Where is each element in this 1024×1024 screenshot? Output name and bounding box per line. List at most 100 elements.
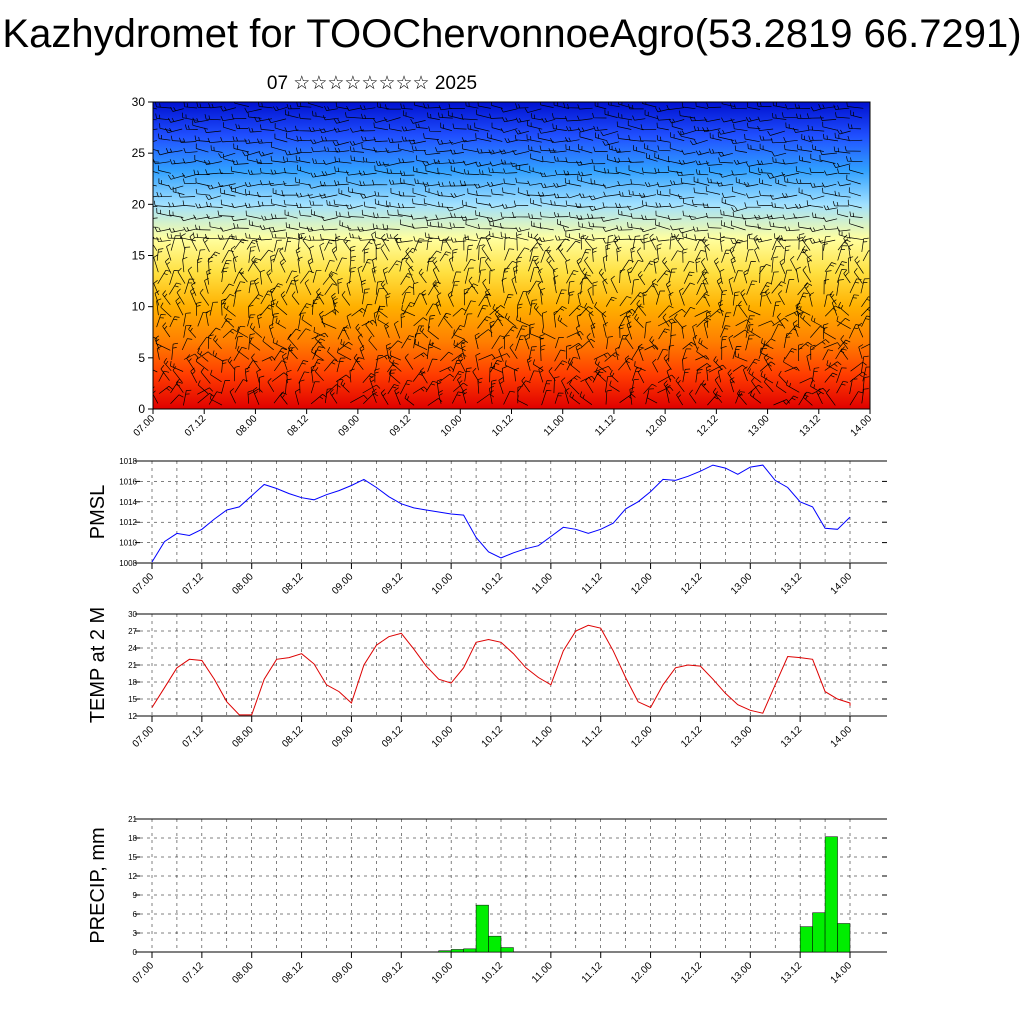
cross-section-x-tick-label: 14.00 — [849, 413, 875, 439]
cross-section-x-tick-label: 09.00 — [337, 413, 363, 439]
cross-section-y-tick-label: 5 — [138, 351, 145, 365]
precip-y-tick-label: 3 — [133, 929, 138, 938]
wind-barbs — [153, 102, 870, 406]
temp-x-tick-label: 08.12 — [280, 724, 306, 750]
temp-x-tick-label: 12.12 — [679, 724, 705, 750]
pmsl-x-tick-label: 12.00 — [629, 571, 655, 597]
precip-x-tick-label: 13.00 — [729, 960, 755, 986]
pmsl-y-tick-label: 1016 — [119, 477, 137, 486]
chart-subtitle: 07 ☆☆☆☆☆☆☆☆ 2025 — [266, 73, 478, 94]
temp-x-tick-label: 11.12 — [580, 724, 605, 749]
pmsl-x-tick-label: 14.00 — [829, 571, 855, 597]
temp-y-tick-label: 27 — [128, 627, 137, 636]
precip-x-tick-label: 07.00 — [131, 960, 157, 986]
cross-section-x-tick-label: 09.12 — [388, 413, 414, 439]
cross-section-y-tick-label: 10 — [132, 300, 146, 314]
pmsl-line — [151, 464, 851, 563]
precip-bar — [837, 923, 851, 953]
temp-x-tick-label: 13.00 — [729, 724, 755, 750]
temp-y-tick-label: 21 — [128, 661, 137, 670]
precip-x-tick-label: 11.00 — [530, 960, 555, 985]
precip-x-tick-label: 10.12 — [480, 960, 506, 986]
precip-y-axis-label: PRECIP, mm — [87, 827, 109, 943]
cross-section-x-tick-label: 11.12 — [593, 413, 618, 438]
precip-x-tick-label: 12.12 — [679, 960, 705, 986]
precip-x-tick-label: 07.12 — [181, 960, 207, 986]
pmsl-x-tick-label: 10.00 — [430, 571, 456, 597]
pmsl-x-tick-label: 10.12 — [480, 571, 506, 597]
temp-y-axis-label: TEMP at 2 M — [87, 607, 109, 723]
temp-x-tick-label: 13.12 — [779, 724, 805, 750]
precip-bar — [824, 836, 838, 953]
cross-section-x-tick-label: 12.12 — [695, 413, 721, 439]
pmsl-x-tick-label: 13.00 — [729, 571, 755, 597]
pmsl-x-tick-label: 12.12 — [679, 571, 705, 597]
temp-y-tick-label: 30 — [128, 610, 137, 619]
cross-section-x-tick-label: 13.12 — [797, 413, 823, 439]
pmsl-x-tick-label: 11.00 — [530, 571, 555, 596]
precip-y-tick-label: 18 — [128, 834, 137, 843]
precip-x-tick-label: 09.12 — [380, 960, 406, 986]
precip-x-tick-label: 12.00 — [629, 960, 655, 986]
cross-section-x-tick-label: 08.00 — [234, 413, 260, 439]
precip-bar — [488, 935, 502, 953]
temp-y-tick-label: 15 — [128, 695, 137, 704]
precip-bar — [500, 947, 514, 953]
temp-x-tick-label: 07.12 — [181, 724, 207, 750]
temp-x-tick-label: 07.00 — [131, 724, 157, 750]
temp-x-tick-label: 14.00 — [829, 724, 855, 750]
cross-section-y-tick-label: 15 — [132, 249, 146, 263]
pmsl-x-tick-label: 07.00 — [131, 571, 157, 597]
pmsl-y-tick-label: 1010 — [119, 539, 137, 548]
temp-x-tick-label: 09.00 — [330, 724, 356, 750]
pmsl-y-tick-label: 1012 — [119, 518, 137, 527]
precip-y-tick-label: 6 — [133, 910, 138, 919]
temp-line — [151, 624, 851, 716]
cross-section-y-tick-label: 20 — [132, 197, 146, 211]
cross-section-x-tick-label: 07.12 — [183, 413, 209, 439]
chart-title: Kazhydromet for TOOChervonnoeAgro(53.281… — [2, 12, 1022, 56]
precip-x-tick-label: 13.12 — [779, 960, 805, 986]
pmsl-y-tick-label: 1008 — [119, 559, 137, 568]
pmsl-x-tick-label: 09.00 — [330, 571, 356, 597]
cross-section-x-tick-label: 11.00 — [542, 413, 567, 438]
precip-bar — [799, 926, 813, 953]
precip-y-tick-label: 9 — [133, 891, 138, 900]
temp-x-tick-label: 08.00 — [230, 724, 256, 750]
temp-y-tick-label: 24 — [128, 644, 137, 653]
pmsl-y-tick-label: 1018 — [119, 457, 137, 466]
pmsl-x-tick-label: 08.12 — [280, 571, 306, 597]
precip-x-tick-label: 10.00 — [430, 960, 456, 986]
precip-x-tick-label: 11.12 — [580, 960, 605, 985]
temp-x-tick-label: 12.00 — [629, 724, 655, 750]
precip-bar — [475, 904, 489, 953]
temp-y-tick-label: 12 — [128, 712, 137, 721]
precip-grid — [140, 819, 882, 952]
precip-x-tick-label: 14.00 — [829, 960, 855, 986]
cross-section-x-tick-label: 10.00 — [439, 413, 465, 439]
pmsl-y-axis-label: PMSL — [87, 485, 109, 539]
cross-section-x-tick-label: 07.00 — [132, 413, 158, 439]
precip-y-tick-label: 0 — [133, 948, 138, 957]
temp-x-tick-label: 09.12 — [380, 724, 406, 750]
precip-bar — [812, 912, 826, 953]
pmsl-x-tick-label: 09.12 — [380, 571, 406, 597]
pmsl-x-tick-label: 08.00 — [230, 571, 256, 597]
cross-section-x-tick-label: 08.12 — [285, 413, 311, 439]
temp-x-tick-label: 10.12 — [480, 724, 506, 750]
cross-section-x-tick-label: 13.00 — [746, 413, 772, 439]
precip-bar — [450, 949, 464, 953]
pmsl-y-tick-label: 1014 — [119, 498, 137, 507]
cross-section-field — [153, 102, 870, 409]
pmsl-x-tick-label: 13.12 — [779, 571, 805, 597]
cross-section-y-tick-label: 25 — [132, 146, 146, 160]
precip-x-tick-label: 08.12 — [280, 960, 306, 986]
precip-bar — [438, 950, 452, 953]
precip-y-tick-label: 12 — [128, 872, 137, 881]
pmsl-x-tick-label: 07.12 — [181, 571, 207, 597]
temp-y-tick-label: 18 — [128, 678, 137, 687]
precip-y-tick-label: 21 — [128, 815, 137, 824]
cross-section-x-tick-label: 12.00 — [644, 413, 670, 439]
cross-section-y-tick-label: 0 — [138, 402, 145, 416]
